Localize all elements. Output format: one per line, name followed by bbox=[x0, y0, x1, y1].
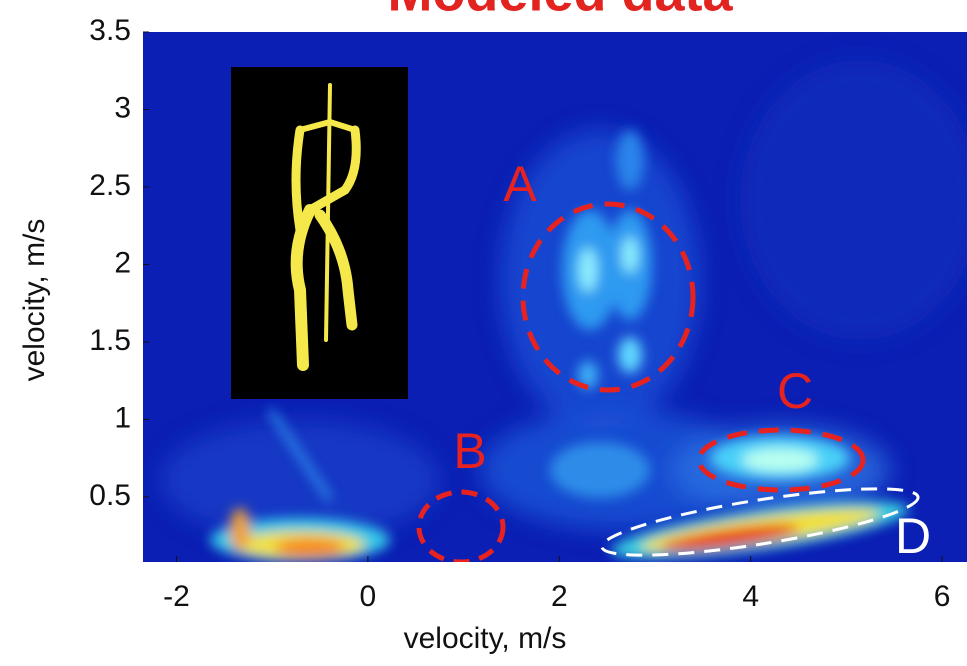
annotation-shapes bbox=[416, 201, 920, 562]
inset-figure bbox=[231, 67, 408, 399]
y-axis-label: velocity, m/s bbox=[18, 219, 51, 382]
x-tick-label: 6 bbox=[934, 580, 951, 613]
annotation-label: D bbox=[895, 508, 931, 564]
y-tick-label: 3 bbox=[114, 91, 131, 124]
y-tick-label: 1 bbox=[114, 401, 131, 434]
x-axis-label: velocity, m/s bbox=[404, 622, 567, 655]
y-tick-label: 1.5 bbox=[89, 324, 131, 357]
y-tick-label: 3.5 bbox=[89, 14, 131, 47]
y-tick-label: 2.5 bbox=[89, 169, 131, 202]
y-tick-label: 2 bbox=[114, 246, 131, 279]
x-tick-label: 4 bbox=[742, 580, 759, 613]
annotation-label: A bbox=[503, 156, 537, 212]
x-tick-label: 2 bbox=[551, 580, 568, 613]
heatmap bbox=[143, 32, 967, 562]
y-tick-label: 0.5 bbox=[89, 479, 131, 512]
chart-title: Modeled data bbox=[387, 0, 733, 22]
x-tick-label: -2 bbox=[163, 580, 190, 613]
heatmap-blobs bbox=[210, 130, 909, 562]
annotation-label: B bbox=[453, 423, 486, 479]
annotation-label: C bbox=[777, 363, 813, 419]
x-tick-label: 0 bbox=[360, 580, 377, 613]
